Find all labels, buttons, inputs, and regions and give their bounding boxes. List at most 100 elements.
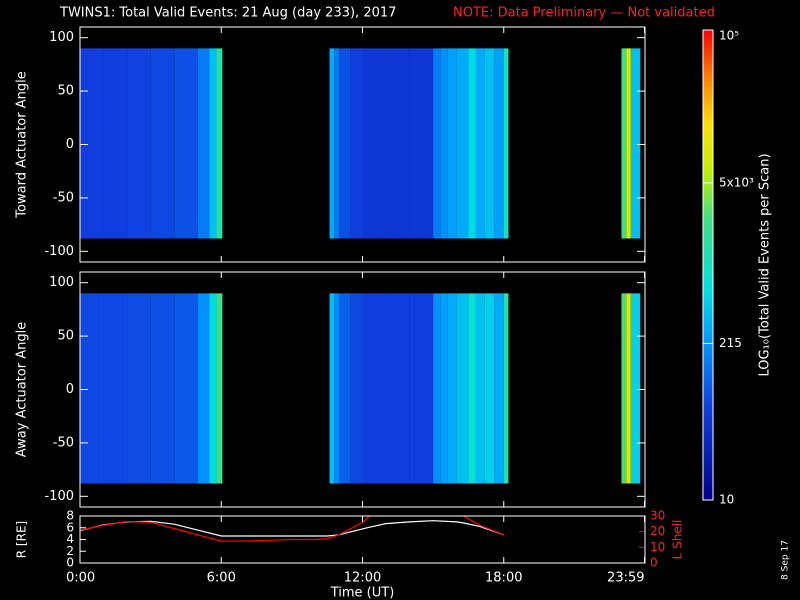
heatmap-cell	[362, 293, 387, 484]
colorbar-tick-label: 5x10³	[719, 175, 754, 189]
y-tick-label: 100	[49, 275, 74, 290]
heatmap-cell	[216, 48, 223, 239]
heatmap-cell	[447, 48, 457, 239]
y-tick-label: 100	[49, 30, 74, 45]
heatmap-cell	[447, 293, 457, 484]
heatmap-cell	[409, 48, 434, 239]
heatmap-cell	[456, 48, 469, 239]
heatmap-cell	[475, 293, 485, 484]
y-tick-label: 0	[66, 556, 74, 570]
panel	[80, 293, 641, 484]
panel-frame	[79, 515, 646, 564]
colorbar-label: LOG₁₀(Total Valid Events per Scan)	[758, 153, 773, 376]
heatmap-cell	[433, 293, 441, 484]
x-axis-label: Time (UT)	[330, 586, 395, 600]
heatmap-cell	[197, 293, 210, 484]
heatmap-cell	[334, 48, 339, 239]
heatmap-cell	[216, 293, 223, 484]
panel-frame	[79, 26, 646, 263]
y2-tick-label: 30	[650, 509, 665, 523]
heatmap-cell	[484, 293, 495, 484]
heatmap-cell	[630, 48, 641, 239]
y-axis-label: Toward Actuator Angle	[15, 71, 30, 218]
heatmap-cell	[362, 48, 387, 239]
colorbar-tick-label: 215	[719, 336, 742, 350]
heatmap-cell	[621, 293, 627, 484]
panel-frame	[79, 271, 646, 508]
x-tick-label: 12:00	[344, 571, 381, 586]
heatmap-cell	[494, 293, 504, 484]
heatmap-cell	[150, 293, 175, 484]
x-tick-label: 6:00	[207, 571, 236, 586]
heatmap-cell	[80, 293, 104, 484]
date-stamp: 8 Sep 17	[781, 540, 791, 580]
heatmap-cell	[386, 293, 410, 484]
heatmap-cell	[103, 293, 128, 484]
heatmap-cell	[209, 48, 217, 239]
heatmap-cell	[440, 293, 448, 484]
y2-tick-label: 20	[650, 524, 665, 538]
heatmap-cell	[350, 48, 363, 239]
heatmap-cell	[338, 48, 351, 239]
heatmap-cell	[433, 48, 441, 239]
heatmap-cell	[103, 48, 128, 239]
heatmap-cell	[503, 48, 509, 239]
y-tick-label: 50	[57, 84, 74, 99]
heatmap-cell	[468, 293, 476, 484]
y-axis-label: R [RE]	[15, 521, 29, 558]
heatmap-cell	[174, 293, 198, 484]
heatmap-cell	[456, 293, 469, 484]
colorbar-tick-label: 10⁵	[719, 29, 739, 43]
heatmap-cell	[621, 48, 627, 239]
y-tick-label: 8	[66, 509, 74, 523]
y-tick-label: 0	[66, 137, 74, 152]
heatmap-cell	[468, 48, 476, 239]
y-tick-label: 2	[66, 544, 74, 558]
y2-axis-label: L Shell	[671, 520, 685, 560]
y-tick-label: 4	[66, 532, 74, 546]
heatmap-cell	[338, 293, 351, 484]
y-tick-label: -50	[53, 190, 74, 205]
x-tick-label: 18:00	[485, 571, 522, 586]
y2-tick-label: 0	[650, 556, 658, 570]
heatmap-cell	[329, 48, 335, 239]
y-tick-label: 6	[66, 520, 74, 534]
chart-title: TWINS1: Total Valid Events: 21 Aug (day …	[59, 6, 396, 21]
heatmap-cell	[329, 293, 335, 484]
heatmap-cell	[494, 48, 504, 239]
y-tick-label: -100	[44, 489, 74, 504]
heatmap-cell	[127, 293, 151, 484]
heatmap-cell	[475, 48, 485, 239]
y-tick-label: -50	[53, 435, 74, 450]
colorbar	[702, 29, 714, 501]
heatmap-cell	[334, 293, 339, 484]
series-line	[80, 516, 505, 542]
heatmap-cell	[150, 48, 175, 239]
series-line	[80, 520, 504, 537]
y-tick-label: -100	[44, 244, 74, 259]
y-tick-label: 0	[66, 382, 74, 397]
heatmap-cell	[440, 48, 448, 239]
heatmap-cell	[626, 293, 631, 484]
heatmap-cell	[630, 293, 641, 484]
heatmap-cell	[197, 48, 210, 239]
lines	[80, 516, 505, 542]
heatmap-cell	[386, 48, 410, 239]
y-axis-label: Away Actuator Angle	[15, 322, 30, 457]
y2-tick-label: 10	[650, 540, 665, 554]
heatmap-cell	[127, 48, 151, 239]
heatmap-cell	[350, 293, 363, 484]
heatmap-cell	[174, 48, 198, 239]
heatmap-cell	[626, 48, 631, 239]
heatmap-cell	[80, 48, 104, 239]
y-tick-label: 50	[57, 329, 74, 344]
heatmap-cell	[209, 293, 217, 484]
panel	[80, 48, 641, 239]
heatmap-cell	[484, 48, 495, 239]
heatmap-cell	[409, 293, 434, 484]
x-tick-label: 0:00	[66, 571, 95, 586]
x-tick-label: 23:59	[607, 571, 644, 586]
heatmap-cell	[503, 293, 509, 484]
note: NOTE: Data Preliminary — Not validated	[453, 6, 715, 21]
